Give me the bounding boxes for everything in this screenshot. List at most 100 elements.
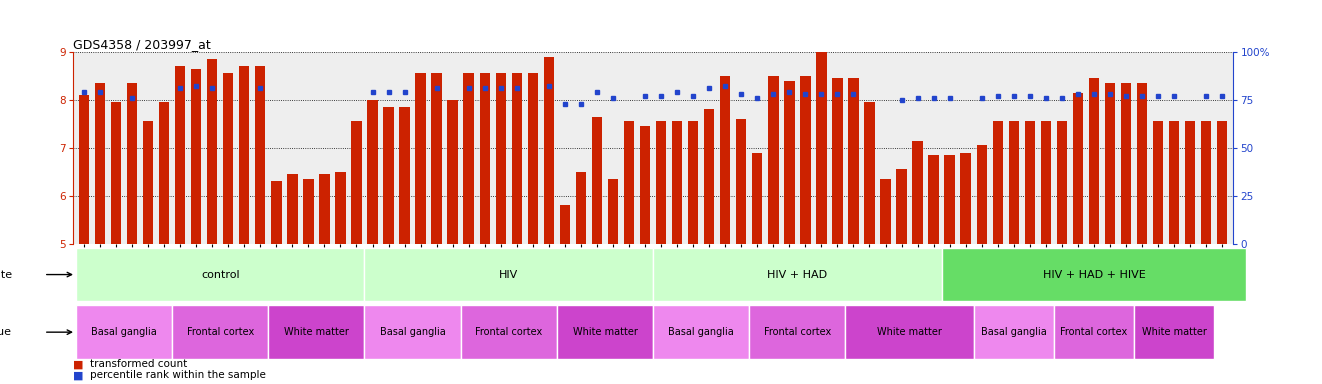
Text: Frontal cortex: Frontal cortex <box>1060 327 1128 337</box>
Bar <box>816 52 826 244</box>
Bar <box>1009 121 1019 244</box>
Bar <box>849 78 859 244</box>
Bar <box>912 141 923 244</box>
Bar <box>399 107 410 244</box>
Bar <box>496 73 506 244</box>
Bar <box>319 174 329 244</box>
Bar <box>172 305 268 359</box>
Bar <box>208 59 217 244</box>
Bar <box>961 152 970 244</box>
Bar <box>687 121 698 244</box>
Text: Frontal cortex: Frontal cortex <box>186 327 254 337</box>
Bar <box>368 100 378 244</box>
Bar <box>159 102 169 244</box>
Text: GDS4358 / 203997_at: GDS4358 / 203997_at <box>73 38 210 51</box>
Bar <box>784 81 795 244</box>
Bar <box>656 121 666 244</box>
Bar <box>1056 121 1067 244</box>
Bar <box>880 179 891 244</box>
Bar <box>833 78 842 244</box>
Bar <box>268 305 365 359</box>
Bar <box>592 117 602 244</box>
Text: Basal ganglia: Basal ganglia <box>981 327 1047 337</box>
Bar <box>653 305 750 359</box>
Text: White matter: White matter <box>284 327 349 337</box>
Bar <box>527 73 538 244</box>
Bar <box>460 305 557 359</box>
Bar <box>624 121 635 244</box>
Bar <box>557 305 653 359</box>
Bar <box>127 83 137 244</box>
Bar <box>1218 121 1227 244</box>
Bar <box>1040 121 1051 244</box>
Bar <box>1200 121 1211 244</box>
Text: ■: ■ <box>73 359 83 369</box>
Bar <box>705 109 714 244</box>
Bar <box>79 95 89 244</box>
Bar <box>608 179 619 244</box>
Bar <box>974 305 1054 359</box>
Bar <box>752 152 763 244</box>
Bar <box>464 73 473 244</box>
Bar <box>1185 121 1195 244</box>
Text: Basal ganglia: Basal ganglia <box>91 327 157 337</box>
Bar <box>143 121 153 244</box>
Bar <box>653 248 941 301</box>
Bar <box>1054 305 1134 359</box>
Bar <box>352 121 362 244</box>
Bar <box>736 119 747 244</box>
Bar <box>672 121 682 244</box>
Text: Basal ganglia: Basal ganglia <box>669 327 734 337</box>
Bar <box>287 174 297 244</box>
Bar <box>512 73 522 244</box>
Bar <box>239 66 250 244</box>
Bar <box>223 73 234 244</box>
Bar <box>720 76 731 244</box>
Bar <box>336 172 345 244</box>
Bar <box>800 76 810 244</box>
Text: Basal ganglia: Basal ganglia <box>379 327 446 337</box>
Bar <box>1169 121 1179 244</box>
Text: Frontal cortex: Frontal cortex <box>475 327 542 337</box>
Text: White matter: White matter <box>1142 327 1207 337</box>
Text: tissue: tissue <box>0 327 12 337</box>
Bar <box>480 73 490 244</box>
Bar <box>1105 83 1116 244</box>
Bar <box>928 155 939 244</box>
Text: control: control <box>201 270 239 280</box>
Bar <box>255 66 266 244</box>
Bar <box>640 126 650 244</box>
Text: percentile rank within the sample: percentile rank within the sample <box>90 370 266 380</box>
Bar <box>575 172 586 244</box>
Bar <box>383 107 394 244</box>
Bar <box>447 100 457 244</box>
Bar <box>95 83 106 244</box>
Bar <box>768 76 779 244</box>
Bar <box>944 155 954 244</box>
Bar <box>175 66 185 244</box>
Bar <box>431 73 442 244</box>
Bar <box>1153 121 1163 244</box>
Bar <box>993 121 1003 244</box>
Text: White matter: White matter <box>572 327 637 337</box>
Bar <box>271 182 282 244</box>
Text: disease state: disease state <box>0 270 12 280</box>
Bar <box>75 248 365 301</box>
Bar <box>865 102 875 244</box>
Text: White matter: White matter <box>876 327 943 337</box>
Bar <box>559 205 570 244</box>
Bar <box>415 73 426 244</box>
Bar <box>303 179 313 244</box>
Bar <box>543 56 554 244</box>
Bar <box>1089 78 1099 244</box>
Bar <box>365 248 653 301</box>
Bar <box>896 169 907 244</box>
Bar <box>75 305 172 359</box>
Bar <box>1137 83 1147 244</box>
Text: HIV: HIV <box>500 270 518 280</box>
Text: HIV + HAD: HIV + HAD <box>767 270 828 280</box>
Bar <box>977 146 988 244</box>
Bar <box>1134 305 1214 359</box>
Bar <box>1025 121 1035 244</box>
Bar <box>750 305 846 359</box>
